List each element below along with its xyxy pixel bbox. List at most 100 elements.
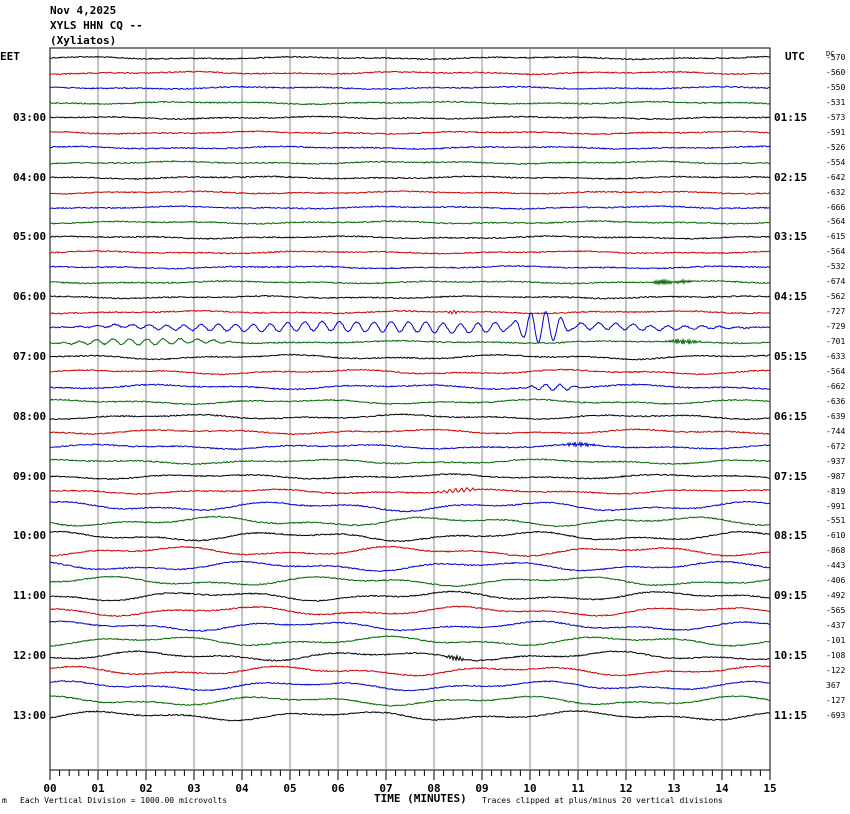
trace-line bbox=[49, 115, 771, 121]
dc-offset-label: -636 bbox=[826, 396, 846, 406]
trace-line bbox=[49, 545, 771, 558]
dc-offset-label: -642 bbox=[826, 172, 846, 182]
dc-offset-label: -565 bbox=[826, 606, 846, 616]
plot-frame bbox=[49, 47, 771, 771]
dc-offset-label: -868 bbox=[826, 546, 846, 556]
x-axis-title: TIME (MINUTES) bbox=[374, 792, 467, 805]
dc-offset-label: -560 bbox=[826, 67, 846, 77]
dc-offset-label: -591 bbox=[826, 127, 846, 137]
clip-note: Traces clipped at plus/minus 20 vertical… bbox=[482, 796, 723, 805]
right-time-label: 07:15 bbox=[774, 469, 808, 483]
trace-line bbox=[49, 665, 771, 677]
x-tick-label: 02 bbox=[139, 782, 152, 795]
trace-line bbox=[49, 560, 771, 573]
scale-note: Each Vertical Division = 1000.00 microvo… bbox=[20, 796, 228, 805]
trace-line bbox=[49, 413, 771, 421]
left-time-label: 10:00 bbox=[13, 529, 47, 543]
dc-offset-label: -633 bbox=[826, 352, 846, 361]
minute-gridlines bbox=[97, 48, 723, 770]
trace-line bbox=[49, 70, 771, 76]
right-time-label: 04:15 bbox=[774, 290, 808, 304]
dc-offset-label: -532 bbox=[826, 262, 846, 272]
trace-line bbox=[49, 695, 771, 707]
left-time-label: 07:00 bbox=[13, 350, 47, 363]
dc-offset-label: -991 bbox=[826, 501, 846, 511]
left-time-label: 12:00 bbox=[13, 649, 47, 662]
trace-line bbox=[49, 620, 771, 632]
trace-line bbox=[49, 205, 771, 210]
dc-offset-label: -531 bbox=[826, 97, 846, 107]
dc-offset-label: -662 bbox=[826, 381, 846, 391]
left-time-label: 06:00 bbox=[13, 290, 47, 304]
dc-offset-label: -674 bbox=[826, 277, 846, 287]
trace-line bbox=[49, 145, 771, 150]
dc-offset-label: -551 bbox=[826, 516, 846, 526]
trace-line bbox=[49, 130, 771, 136]
dc-offset-label: -937 bbox=[826, 456, 846, 466]
x-tick-label: 09 bbox=[475, 782, 488, 795]
trace-line bbox=[49, 486, 771, 496]
trace-line bbox=[49, 337, 771, 346]
trace-line bbox=[49, 398, 771, 406]
dc-offset-label: -101 bbox=[826, 636, 846, 646]
dc-offset-label: -573 bbox=[826, 112, 846, 122]
trace-line bbox=[49, 100, 771, 106]
x-tick-label: 08 bbox=[427, 782, 440, 795]
trace-line bbox=[49, 428, 771, 436]
dc-offset-label: -526 bbox=[826, 142, 846, 152]
trace-line bbox=[49, 515, 771, 528]
dc-offset-label: -127 bbox=[826, 695, 846, 705]
dc-offset-label: -550 bbox=[826, 82, 846, 92]
dc-offset-label: -406 bbox=[826, 576, 846, 586]
trace-line bbox=[49, 353, 771, 361]
trace-line bbox=[49, 383, 771, 391]
trace-line bbox=[49, 175, 771, 181]
dc-offset-label: -554 bbox=[826, 157, 846, 167]
trace-line bbox=[49, 590, 771, 602]
trace-group bbox=[49, 55, 771, 722]
left-time-label: 03:00 bbox=[13, 110, 47, 124]
right-time-label: 05:15 bbox=[774, 350, 808, 363]
trace-line bbox=[49, 85, 771, 91]
x-tick-label: 12 bbox=[619, 782, 632, 795]
dc-offset-label: -729 bbox=[826, 322, 846, 332]
left-time-label: 11:00 bbox=[13, 589, 47, 603]
dc-offset-label: -564 bbox=[826, 247, 846, 257]
dc-offset-label: -564 bbox=[826, 366, 846, 376]
x-tick-label: 01 bbox=[91, 782, 105, 795]
header-date: Nov 4,2025 bbox=[50, 4, 117, 17]
right-time-label: 08:15 bbox=[774, 529, 808, 543]
dc-offset-label: -744 bbox=[826, 426, 846, 436]
left-axis-label: EET bbox=[0, 50, 20, 63]
left-time-label: 09:00 bbox=[13, 469, 47, 483]
trace-line bbox=[49, 368, 771, 376]
x-axis: 00 01 02 03 04 05 06 07 08 09 10 11 12 13 14 15 bbox=[43, 770, 777, 795]
x-tick-label: 15 bbox=[763, 782, 776, 795]
dc-offset-label: -632 bbox=[826, 187, 846, 197]
dc-offset-label: 367 bbox=[826, 680, 841, 690]
dc-label: DC bbox=[826, 50, 835, 58]
dc-offset-label: -615 bbox=[826, 232, 846, 242]
trace-line bbox=[49, 635, 771, 648]
dc-offset-label: -437 bbox=[826, 621, 846, 631]
x-tick-label: 06 bbox=[331, 782, 345, 795]
left-time-label: 04:00 bbox=[13, 170, 47, 184]
left-time-label: 08:00 bbox=[13, 409, 47, 423]
dc-offset-label: -819 bbox=[826, 486, 846, 496]
right-time-label: 01:15 bbox=[774, 110, 808, 124]
trace-line bbox=[49, 440, 771, 451]
left-time-label: 05:00 bbox=[13, 230, 47, 244]
trace-line bbox=[49, 309, 771, 315]
x-tick-label: 04 bbox=[235, 782, 249, 795]
dc-offset-label: -666 bbox=[826, 202, 846, 212]
trace-line bbox=[49, 605, 771, 617]
trace-line bbox=[49, 277, 771, 287]
x-tick-label: 03 bbox=[187, 782, 200, 795]
trace-line bbox=[49, 650, 771, 662]
dc-offset-label: -443 bbox=[826, 561, 846, 571]
x-tick-label: 00 bbox=[43, 782, 56, 795]
trace-line bbox=[49, 310, 771, 344]
trace-line bbox=[49, 575, 771, 588]
dc-offset-label: -562 bbox=[826, 292, 846, 302]
right-time-label: 06:15 bbox=[774, 409, 808, 423]
